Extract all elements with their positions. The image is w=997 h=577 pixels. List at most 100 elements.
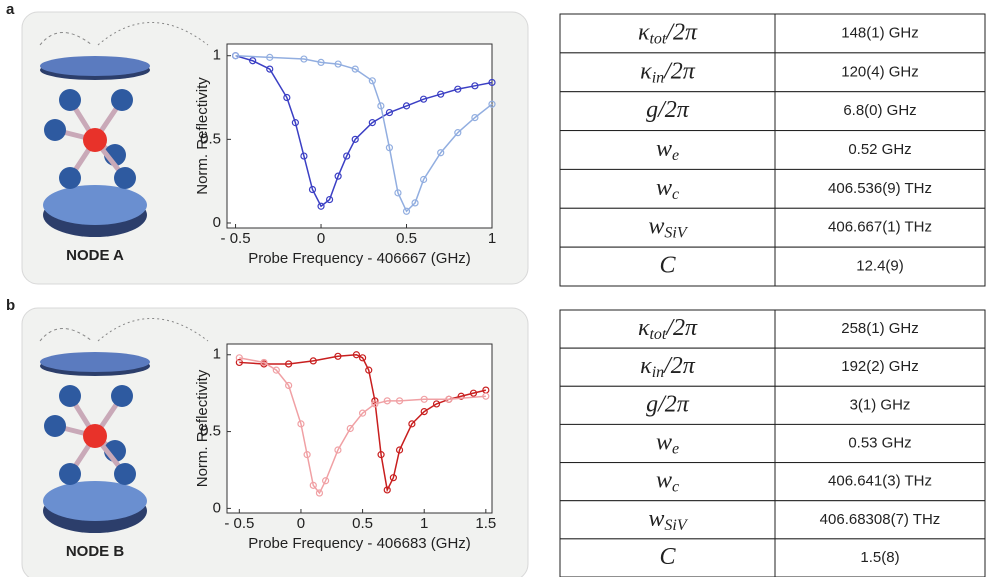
symbol-suffix: /2π <box>662 58 696 84</box>
data-point <box>317 202 325 210</box>
table-cell <box>774 246 986 287</box>
atom <box>44 119 66 141</box>
subscript: e <box>672 147 679 164</box>
data-point <box>334 446 342 454</box>
data-point <box>235 358 243 367</box>
data-point <box>368 77 376 85</box>
data-point <box>231 52 240 60</box>
symbol: κ <box>640 353 652 379</box>
atom <box>114 463 136 485</box>
parameter-symbol: wSiV <box>648 213 688 241</box>
x-axis-label: Probe Frequency - 406667 (GHz) <box>248 250 471 267</box>
data-point <box>343 152 351 160</box>
data-point <box>272 366 280 374</box>
symbol: w <box>648 505 664 531</box>
data-point <box>368 119 376 127</box>
table-cell <box>559 168 776 209</box>
data-point <box>291 119 299 127</box>
x-tick-label: 1.5 <box>475 515 496 532</box>
subscript: c <box>672 478 679 495</box>
parameter-value: 1.5(8) <box>860 549 899 566</box>
data-point <box>315 489 324 497</box>
node-label: NODE B <box>66 543 125 560</box>
table-cell <box>559 91 776 132</box>
node-label: NODE A <box>66 247 124 264</box>
symbol: g <box>646 97 658 123</box>
arrow <box>97 318 209 342</box>
data-point <box>420 408 428 416</box>
symbol: w <box>656 429 672 455</box>
parameter-symbol: g/2π <box>646 97 690 123</box>
table-cell <box>559 347 776 387</box>
parameter-symbol: we <box>656 136 679 164</box>
data-point <box>383 486 391 494</box>
x-tick-label: - 0.5 <box>221 230 251 247</box>
data-point <box>402 102 411 110</box>
data-point <box>300 152 308 160</box>
data-point <box>454 129 462 137</box>
atom <box>59 89 81 111</box>
data-point <box>308 185 317 194</box>
data-point <box>377 451 385 459</box>
data-point <box>235 354 243 362</box>
parameter-symbol: κin/2π <box>640 353 696 381</box>
atom <box>111 385 133 407</box>
parameter-symbol: κtot/2π <box>638 19 698 47</box>
atom <box>59 385 81 407</box>
data-point <box>437 90 445 98</box>
data-point <box>471 82 479 90</box>
parameter-value: 258(1) GHz <box>841 320 919 337</box>
table-cell <box>774 91 986 132</box>
symbol: κ <box>638 19 650 45</box>
x-tick-label: 0.5 <box>396 230 417 247</box>
panel-label: a <box>6 1 15 18</box>
table-cell <box>774 500 986 540</box>
data-point <box>488 78 496 87</box>
parameter-symbol: wc <box>656 174 679 202</box>
atom <box>114 167 136 189</box>
cavity-illustration <box>39 22 209 237</box>
table-cell <box>559 500 776 540</box>
parameter-value: 406.667(1) THz <box>828 219 932 236</box>
parameter-symbol: we <box>656 429 679 457</box>
symbol: w <box>656 136 672 162</box>
data-point <box>471 113 479 122</box>
x-tick-label: 0 <box>297 515 305 532</box>
atom <box>111 89 133 111</box>
data-point <box>351 135 359 143</box>
data-point <box>402 207 411 215</box>
data-point <box>395 397 404 405</box>
data-point <box>420 95 428 103</box>
data-point <box>469 389 478 397</box>
subscript: e <box>672 440 679 457</box>
data-point <box>385 144 394 152</box>
panel-label: b <box>6 297 15 314</box>
data-point <box>285 381 293 390</box>
x-tick-label: - 0.5 <box>224 515 254 532</box>
symbol: g <box>646 391 658 417</box>
data-point <box>285 360 293 368</box>
subscript: SiV <box>664 516 688 533</box>
y-tick-label: 0.5 <box>200 423 221 440</box>
parameter-value: 12.4(9) <box>856 258 904 275</box>
data-point <box>358 354 367 362</box>
parameter-value: 406.641(3) THz <box>828 473 932 490</box>
data-point <box>352 351 361 359</box>
table-cell <box>774 309 986 349</box>
data-point <box>482 392 490 400</box>
x-tick-label: 1 <box>420 515 428 532</box>
symbol: C <box>659 543 676 569</box>
data-point <box>325 195 334 204</box>
symbol: κ <box>638 315 650 341</box>
subscript: in <box>652 69 664 86</box>
data-point <box>394 189 402 197</box>
parameter-symbol: κin/2π <box>640 58 696 86</box>
mirror <box>43 481 147 521</box>
data-point <box>351 65 359 73</box>
data-point <box>300 55 308 63</box>
data-point <box>334 172 342 180</box>
data-point <box>377 102 385 110</box>
y-tick-label: 0 <box>213 499 221 516</box>
y-axis-label: Norm. Reflectivity <box>194 369 211 487</box>
data-point <box>309 481 317 489</box>
